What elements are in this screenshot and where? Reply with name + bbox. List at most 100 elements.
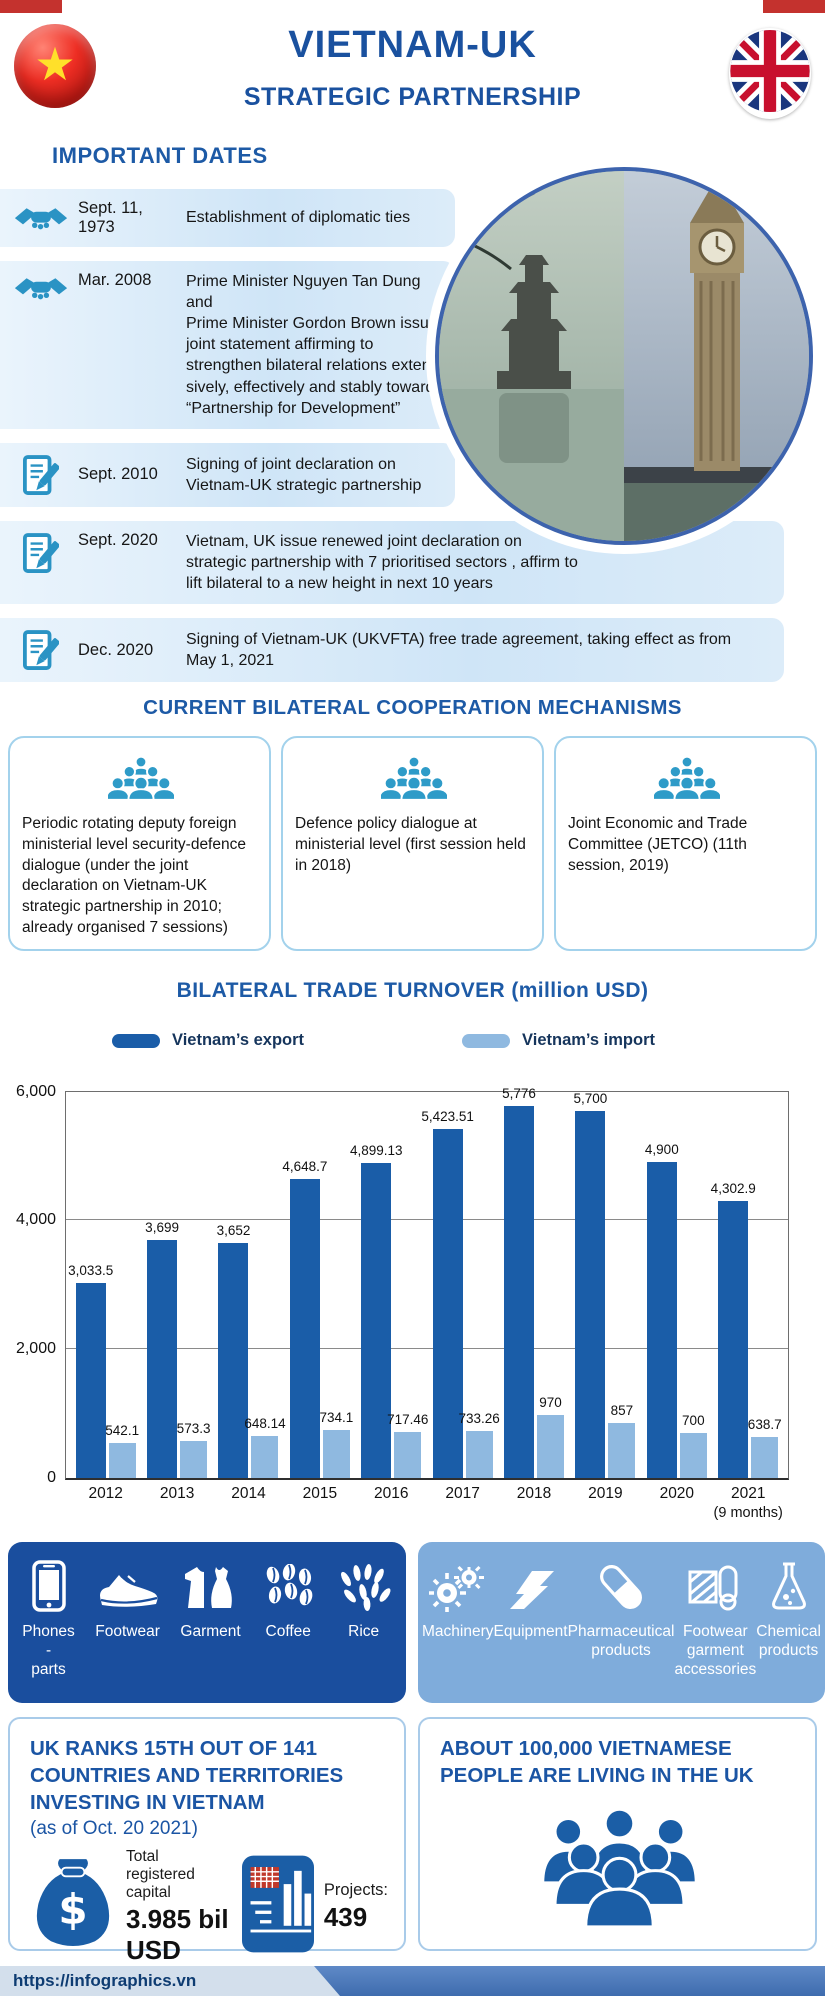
bar-value-label: 542.1 — [105, 1422, 140, 1438]
product-label: Rice — [348, 1622, 380, 1640]
timeline-date: Sept. 11, 1973 — [78, 199, 143, 236]
top-right-red-bar — [763, 0, 825, 13]
legend-item: Vietnam’s import — [462, 1031, 655, 1050]
rice-icon — [336, 1556, 392, 1612]
export-bar-2021: 4,302.9 — [711, 1181, 756, 1478]
investment-stats: $ Total registered capital 3.985 bil USD — [30, 1848, 388, 1966]
cooperation-text: Joint Economic and Trade Committee (JETC… — [568, 815, 748, 874]
export-bar-2019: 5,700 — [574, 1091, 607, 1478]
y-axis-label: 6,000 — [15, 1082, 56, 1100]
bottom-bar: https://infographics.vn — [0, 1966, 825, 1996]
y-axis-label: 4,000 — [15, 1211, 56, 1229]
bar-group-2019: 5,700 857 2019 — [574, 1091, 636, 1502]
bar-value-label: 5,423.51 — [421, 1108, 474, 1124]
import-bar-2018: 970 — [537, 1395, 565, 1478]
product-item: Phones - parts — [22, 1556, 75, 1680]
product-item: Rice — [336, 1556, 392, 1641]
svg-text:$: $ — [58, 1885, 87, 1934]
document-icon — [12, 531, 70, 575]
timeline-date: Mar. 2008 — [78, 271, 152, 289]
export-bar-2016: 4,899.13 — [350, 1143, 403, 1478]
document-icon — [12, 628, 70, 672]
product-item: Footwear garment accessories — [674, 1556, 756, 1680]
product-label: Equipment — [493, 1622, 568, 1640]
bar-value-label: 700 — [682, 1412, 705, 1428]
bottom-info-boxes: UK RANKS 15TH OUT OF 141 COUNTRIES AND T… — [0, 1716, 825, 1965]
export-bar-2013: 3,699 — [145, 1220, 179, 1478]
product-item: Pharmaceutical products — [568, 1556, 674, 1661]
bar-group-2016: 4,899.13 717.46 2016 — [350, 1092, 428, 1502]
bar-group-2017: 5,423.51 733.26 2017 — [421, 1092, 500, 1502]
money-bag-icon: $ — [30, 1857, 116, 1956]
chemical-flask-icon — [756, 1556, 821, 1612]
bar-group-2020: 4,900 700 2020 — [644, 1092, 707, 1502]
timeline-text: Vietnam, UK issue renewed joint declarat… — [186, 532, 578, 592]
import-bar-2017: 733.26 — [458, 1411, 500, 1478]
bar-value-label: 3,652 — [216, 1222, 251, 1238]
export-bar-2015: 4,648.7 — [282, 1159, 327, 1478]
y-axis-label: 2,000 — [15, 1340, 56, 1358]
bar-value-label: 4,900 — [644, 1142, 679, 1158]
timeline-item: Sept. 2010 Signing of joint declaration o… — [0, 442, 455, 507]
bar-value-label: 857 — [610, 1402, 634, 1418]
gridline — [66, 1219, 788, 1221]
import-bar-2021: 638.7 — [748, 1417, 782, 1478]
product-label: Phones - parts — [22, 1622, 75, 1679]
important-dates-section: IMPORTANT DATES Sept. 11, 1973 Establishm… — [0, 143, 825, 683]
x-axis-label: 2021 (9 months) — [713, 1484, 783, 1521]
timeline-text: Establishment of diplomatic ties — [186, 209, 411, 227]
timeline-date: Sept. 2020 — [78, 530, 158, 549]
legend-swatch — [462, 1033, 511, 1048]
x-axis-label: 2012 — [88, 1484, 123, 1502]
legend-label: Vietnam’s export — [172, 1031, 305, 1050]
timeline-text: Signing of Vietnam-UK (UKVFTA) free trad… — [186, 630, 732, 670]
projects-chart-icon — [241, 1855, 314, 1958]
export-bar-2017: 5,423.51 — [421, 1109, 474, 1478]
cooperation-box: Joint Economic and Trade Committee (JETC… — [554, 736, 817, 951]
timeline-item: Sept. 11, 1973 Establishment of diplomati… — [0, 189, 455, 247]
product-label: Footwear — [95, 1622, 160, 1640]
projects-label: Projects: — [323, 1880, 388, 1899]
phone-icon — [22, 1556, 75, 1612]
import-bar-2013: 573.3 — [177, 1421, 210, 1478]
chart-title: BILATERAL TRADE TURNOVER (million USD) — [176, 978, 649, 1002]
title-block: VIETNAM-UK STRATEGIC PARTNERSHIP — [96, 20, 729, 112]
crowd-icon — [440, 1801, 799, 1929]
infographics-url-link[interactable]: https://infographics.vn — [0, 1966, 340, 1996]
import-bar-2016: 717.46 — [387, 1412, 428, 1478]
cooperation-boxes: Periodic rotating deputy foreign ministe… — [0, 736, 825, 951]
timeline-date: Sept. 2010 — [78, 465, 158, 484]
investment-date-note: (as of Oct. 20 2021) — [30, 1817, 198, 1839]
timeline-text: Signing of joint declaration on Vietnam-… — [186, 455, 422, 494]
x-axis-label: 2020 — [659, 1484, 695, 1502]
handshake-icon — [12, 201, 70, 235]
export-bar-2012: 3,033.5 — [68, 1263, 113, 1478]
capital-block: Total registered capital 3.985 bil USD — [126, 1848, 232, 1966]
bar-value-label: 733.26 — [458, 1410, 500, 1426]
bar-value-label: 5,776 — [502, 1086, 536, 1102]
product-label: Chemical products — [756, 1622, 821, 1660]
bar-value-label: 4,648.7 — [282, 1158, 328, 1174]
timeline-item: Dec. 2020 Signing of Vietnam-UK (UKVFTA) … — [0, 618, 784, 683]
product-item: Machinery — [422, 1556, 494, 1641]
bar-group-2012: 3,033.5 542.1 2012 — [68, 1092, 140, 1502]
product-label: Coffee — [265, 1622, 311, 1640]
textile-roll-icon — [674, 1556, 756, 1612]
product-item: Chemical products — [756, 1556, 821, 1661]
uk-flag-icon — [729, 28, 811, 119]
projects-value: 439 — [323, 1901, 368, 1932]
product-item: Footwear — [95, 1556, 160, 1641]
x-axis-note: (9 months) — [713, 1504, 783, 1521]
investment-title: UK RANKS 15TH OUT OF 141 COUNTRIES AND T… — [30, 1736, 344, 1814]
import-bar-2019: 857 — [608, 1403, 636, 1478]
product-item: Equipment — [494, 1556, 568, 1641]
garment-icon — [180, 1556, 240, 1612]
community-title: ABOUT 100,000 VIETNAMESE PEOPLE ARE LIVI… — [440, 1736, 754, 1787]
x-axis-label: 2017 — [445, 1484, 480, 1502]
import-products-box: Machinery Equipment Pharmaceutical product… — [418, 1541, 825, 1703]
important-dates-heading: IMPORTANT DATES — [52, 143, 268, 168]
machinery-icon — [422, 1556, 494, 1612]
legend-label: Vietnam’s import — [522, 1031, 655, 1050]
bar-group-2013: 3,699 573.3 2013 — [145, 1092, 210, 1502]
community-box: ABOUT 100,000 VIETNAMESE PEOPLE ARE LIVI… — [418, 1716, 817, 1951]
